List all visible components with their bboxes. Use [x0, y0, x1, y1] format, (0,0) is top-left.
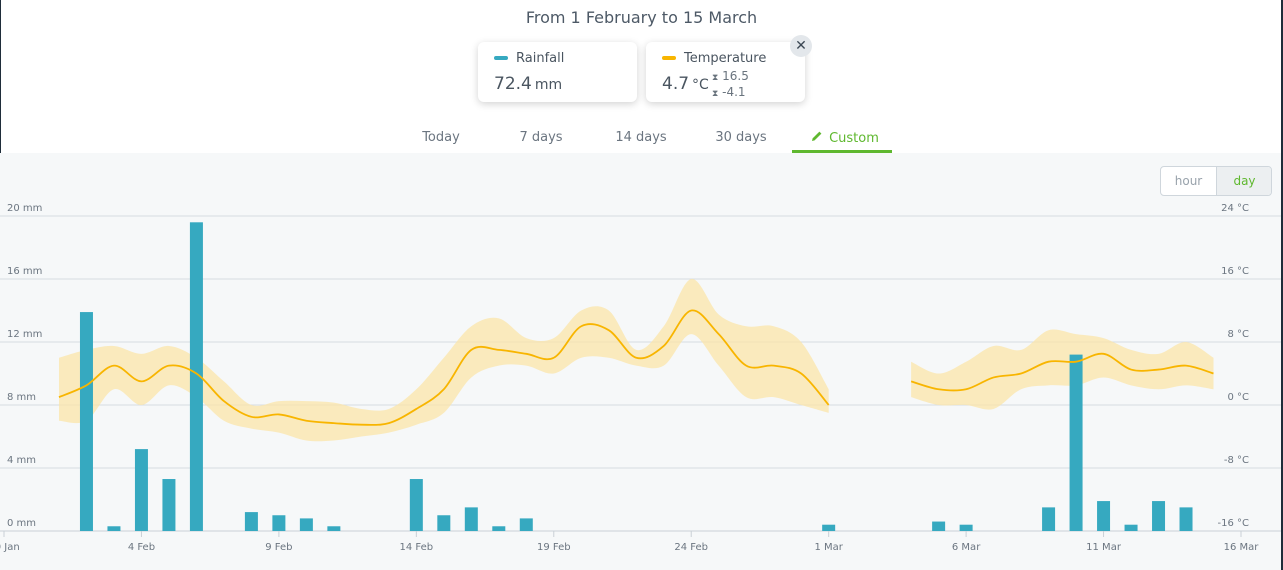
rainfall-bar [79, 312, 93, 531]
rainfall-bar [1097, 501, 1111, 531]
close-icon[interactable]: ✕ [790, 35, 812, 57]
rainfall-label: Rainfall [516, 51, 565, 66]
hour-toggle-button[interactable]: hour [1174, 174, 1203, 188]
rainfall-bar [1069, 354, 1083, 531]
min-arrow-icon: ⧗ [712, 89, 719, 99]
y-left-tick-label: 0 mm [7, 518, 36, 529]
rainfall-bar [959, 524, 973, 531]
x-tick-label: 19 Feb [537, 542, 571, 553]
temperature-range-band [58, 278, 829, 442]
max-arrow-icon: ⧗ [712, 73, 719, 83]
y-left-tick-label: 20 mm [7, 203, 42, 214]
y-right-tick-label: 16 °C [1221, 266, 1249, 277]
rainfall-bar [492, 526, 506, 531]
rainfall-bar [107, 526, 121, 531]
rainfall-bar [437, 515, 451, 531]
y-right-tick-label: -8 °C [1224, 455, 1249, 466]
rainfall-value: 72.4 [494, 74, 532, 94]
x-tick-label: 30 Jan [0, 542, 20, 553]
tab-custom[interactable]: Custom [800, 130, 890, 146]
tab-custom-label: Custom [829, 131, 879, 146]
x-tick-label: 14 Feb [400, 542, 434, 553]
x-tick-label: 9 Feb [265, 542, 292, 553]
temperature-swatch-icon [662, 55, 676, 60]
x-tick-label: 24 Feb [674, 542, 708, 553]
temperature-range-band [911, 329, 1214, 410]
rainfall-bar [409, 479, 423, 531]
pencil-icon [811, 130, 823, 146]
temperature-max: ⧗ 16.5 [712, 69, 749, 83]
x-tick-label: 6 Mar [952, 542, 981, 553]
y-left-tick-label: 8 mm [7, 392, 36, 403]
rainfall-bar [1124, 524, 1138, 531]
temperature-summary-card: Temperature 4.7 °C ⧗ 16.5 ⧗ -4.1 [646, 42, 805, 102]
rainfall-legend: Rainfall [494, 51, 564, 66]
temperature-series-line [910, 352, 1214, 392]
y-right-tick-label: 0 °C [1227, 392, 1249, 403]
rainfall-bar [327, 526, 341, 531]
rainfall-bar [519, 518, 533, 531]
rainfall-summary-card: Rainfall 72.4 mm [478, 42, 637, 102]
temperature-value: 4.7 [662, 74, 690, 94]
rainfall-unit: mm [534, 77, 563, 93]
temperature-min-value: -4.1 [722, 85, 746, 99]
x-tick-label: 16 Mar [1224, 542, 1260, 553]
rainfall-bar [464, 507, 478, 531]
tab-today[interactable]: Today [422, 130, 460, 145]
rainfall-bar [1179, 507, 1193, 531]
temperature-average: 4.7 °C [662, 74, 709, 94]
window-right-edge [1281, 0, 1283, 570]
y-left-tick-label: 16 mm [7, 266, 42, 277]
tab-14-days[interactable]: 14 days [615, 130, 667, 145]
y-right-tick-label: 8 °C [1227, 329, 1249, 340]
x-tick-label: 4 Feb [128, 542, 155, 553]
rainfall-bar [299, 518, 313, 531]
temperature-legend: Temperature [662, 51, 766, 66]
x-tick-label: 11 Mar [1086, 542, 1122, 553]
rainfall-bar [1152, 501, 1166, 531]
rainfall-bar [932, 521, 946, 531]
active-tab-indicator [792, 150, 892, 153]
tab-30-days[interactable]: 30 days [715, 130, 767, 145]
period-tabs: Today 7 days 14 days 30 days Custom [0, 126, 1283, 154]
temperature-max-value: 16.5 [722, 69, 749, 83]
y-left-tick-label: 4 mm [7, 455, 36, 466]
y-right-tick-label: 24 °C [1221, 203, 1249, 214]
x-tick-label: 1 Mar [814, 542, 843, 553]
temperature-min: ⧗ -4.1 [712, 85, 746, 99]
temperature-label: Temperature [684, 51, 767, 66]
y-left-tick-label: 12 mm [7, 329, 42, 340]
y-right-tick-label: -16 °C [1218, 518, 1250, 529]
rainfall-bar [189, 222, 203, 532]
weather-chart: 20 mm 16 mm 12 mm 8 mm 4 mm 0 mm 24 °C 16 °C 8 °… [0, 203, 1281, 553]
rainfall-swatch-icon [494, 55, 508, 60]
rainfall-bar [162, 479, 176, 531]
rainfall-bar [272, 515, 286, 531]
rainfall-bar [244, 512, 258, 531]
temperature-unit: °C [692, 77, 709, 93]
rainfall-bar [822, 524, 836, 531]
temperature-series-line [58, 309, 830, 426]
rainfall-bar [134, 449, 148, 531]
day-toggle-button[interactable]: day [1216, 167, 1271, 195]
rainfall-bar [1042, 507, 1056, 531]
tab-7-days[interactable]: 7 days [519, 130, 563, 145]
window-left-edge [0, 0, 1, 268]
resolution-toggle: hour day [1160, 166, 1272, 196]
page-title: From 1 February to 15 March [525, 8, 758, 27]
rainfall-total: 72.4 mm [494, 74, 562, 94]
